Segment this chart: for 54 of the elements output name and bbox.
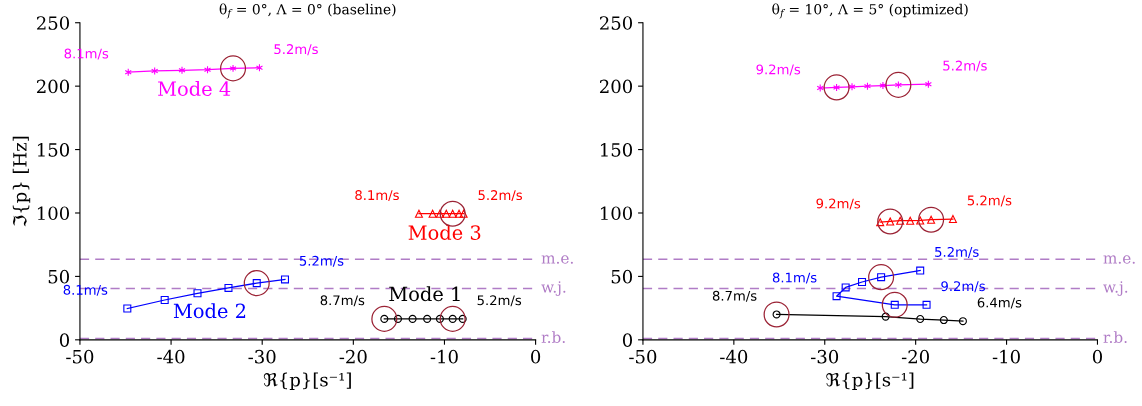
annotation: 9.2m/s [941,281,985,293]
series-label: Mode 2 [173,303,246,319]
ref-line-label: w.j. [1103,281,1128,296]
annotation: 6.4m/s [977,297,1022,309]
y-tick-label: 250 [36,16,70,30]
annotation: 5.2m/s [935,246,979,258]
annotation: 8.7m/s [712,290,757,302]
y-tick-label: 0 [622,333,633,347]
y-tick-label: 200 [599,79,633,94]
y-tick-label: 250 [599,16,633,30]
chart-title: θ$_{f}$ = 10°, Λ = 5° (optimized) [772,3,968,19]
y-axis-title: ℑ{p} [Hz] [12,136,31,227]
y-tick-label: 100 [37,206,70,221]
x-tick-label: -30 [248,349,276,364]
x-tick-label: -20 [339,349,367,364]
annotation: 5.2m/s [477,295,522,307]
chart-title: θ$_{f}$ = 0°, Λ = 0° (baseline) [219,3,396,19]
annotation: 9.2m/s [756,64,801,76]
y-tick-label: 0 [59,333,70,347]
annotation: 8.1m/s [772,272,817,284]
ref-line-label: r.b. [1103,331,1127,343]
x-tick-label: -20 [901,349,929,364]
ref-line-label: m.e. [541,255,573,264]
x-tick-label: -50 [629,349,657,364]
x-tick-label: -40 [157,349,185,364]
series-label: Mode 4 [158,80,231,97]
annotation: 5.2m/s [943,60,987,72]
x-axis-title: ℜ{p}[s⁻¹] [826,372,914,391]
annotation: 5.2m/s [478,190,523,202]
y-tick-label: 150 [600,143,633,157]
annotation: 5.2m/s [299,255,344,267]
annotation: 8.7m/s [320,295,365,307]
x-tick-label: -30 [811,349,839,364]
x-tick-label: 0 [1092,349,1103,364]
y-tick-label: 50 [48,269,70,284]
annotation: 8.1m/s [355,190,399,202]
annotation: 9.2m/s [816,198,861,210]
series-label: Mode 3 [408,224,481,240]
series-label: Mode 1 [389,286,460,302]
x-tick-label: -10 [992,349,1020,364]
annotation: 5.2m/s [274,44,318,56]
annotation: 5.2m/s [967,195,1012,207]
ref-line-label: m.e. [1103,255,1135,264]
x-tick-label: -40 [720,349,748,364]
x-axis-title: ℜ{p}[s⁻¹] [263,372,351,391]
x-tick-label: -50 [66,349,94,364]
y-tick-label: 50 [611,269,633,284]
y-tick-label: 200 [36,79,70,94]
ref-line-label: w.j. [541,281,566,296]
y-tick-label: 150 [37,143,70,157]
y-tick-label: 100 [600,206,633,221]
x-tick-label: -10 [430,349,458,364]
x-tick-label: 0 [531,349,541,364]
ref-line-label: r.b. [541,331,565,343]
